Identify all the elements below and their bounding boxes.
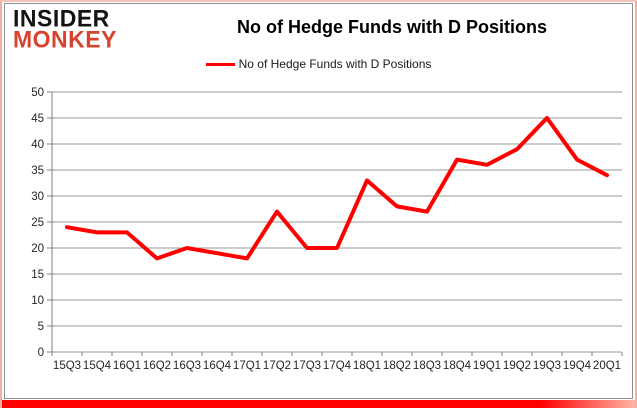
y-axis-label: 0 — [38, 347, 44, 359]
x-axis-label: 17Q2 — [263, 360, 291, 372]
y-axis-label: 10 — [31, 295, 44, 307]
series-line — [65, 116, 609, 261]
y-axis-label: 45 — [31, 113, 44, 125]
x-axis-label: 18Q2 — [383, 360, 411, 372]
logo-line-insider: INSIDER — [13, 4, 110, 32]
x-axis-label: 20Q1 — [593, 360, 621, 372]
x-axis-label: 19Q2 — [503, 360, 531, 372]
x-axis-label: 18Q1 — [353, 360, 381, 372]
y-axis-label: 30 — [31, 191, 44, 203]
x-axis-label: 16Q4 — [203, 360, 232, 372]
x-axis-label: 17Q3 — [293, 360, 321, 372]
x-axis-label: 19Q3 — [533, 360, 561, 372]
x-axis-label: 17Q4 — [323, 360, 352, 372]
bottom-red-bar — [2, 400, 635, 408]
x-axis-label: 17Q1 — [233, 360, 261, 372]
x-axis-label: 16Q2 — [143, 360, 171, 372]
page-title: No of Hedge Funds with D Positions — [237, 17, 547, 37]
y-axis-label: 35 — [31, 165, 44, 177]
x-axis-label: 16Q1 — [113, 360, 141, 372]
insider-monkey-logo: INSIDER MONKEY — [13, 4, 117, 53]
y-axis-label: 20 — [31, 243, 44, 255]
legend-label: No of Hedge Funds with D Positions — [238, 57, 432, 71]
chart-legend: No of Hedge Funds with D Positions — [2, 57, 635, 71]
x-axis-label: 19Q4 — [563, 360, 592, 372]
y-axis-label: 50 — [31, 87, 44, 99]
logo-line-monkey: MONKEY — [13, 25, 117, 53]
x-axis-label: 16Q3 — [173, 360, 201, 372]
x-axis-label: 15Q3 — [53, 360, 81, 372]
y-axis-label: 25 — [31, 217, 44, 229]
x-axis-label: 15Q4 — [83, 360, 112, 372]
y-axis-label: 5 — [38, 321, 44, 333]
x-axis-label: 18Q3 — [413, 360, 441, 372]
x-axis-label: 19Q1 — [473, 360, 501, 372]
y-axis-label: 40 — [31, 139, 44, 151]
y-axis-label: 15 — [31, 269, 44, 281]
x-axis-label: 18Q4 — [443, 360, 472, 372]
legend-line-swatch — [205, 62, 235, 66]
